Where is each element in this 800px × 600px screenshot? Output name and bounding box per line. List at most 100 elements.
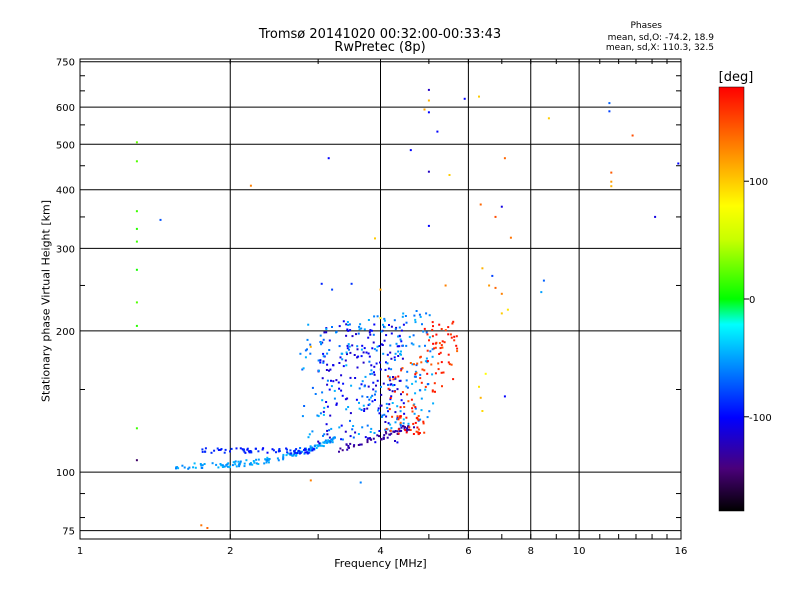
data-point: [431, 335, 434, 338]
data-point: [317, 359, 320, 362]
data-point: [266, 451, 269, 454]
data-point: [376, 345, 379, 348]
data-point: [394, 328, 397, 331]
data-point: [360, 383, 363, 386]
data-point: [309, 479, 312, 482]
data-point: [346, 347, 349, 350]
data-point: [372, 388, 375, 391]
data-point: [201, 464, 204, 467]
data-point: [331, 326, 333, 328]
data-point: [425, 312, 428, 315]
colorbar-tick-label: -100: [749, 413, 772, 424]
data-point: [319, 361, 322, 364]
data-point: [347, 329, 350, 332]
data-points: [135, 88, 680, 529]
data-point: [423, 369, 426, 372]
data-point: [344, 359, 347, 362]
colorbar-tick-label: 0: [749, 295, 755, 306]
data-point: [248, 451, 251, 454]
data-point: [271, 448, 274, 451]
data-point: [410, 398, 413, 401]
data-point: [370, 369, 373, 372]
data-point: [215, 463, 218, 466]
data-point: [252, 460, 255, 462]
data-point: [188, 466, 191, 469]
data-point: [372, 333, 375, 336]
data-point: [421, 323, 423, 326]
data-point: [383, 339, 386, 342]
data-point: [243, 462, 246, 465]
data-point: [328, 388, 331, 391]
data-point: [346, 321, 349, 323]
data-point: [382, 382, 385, 385]
data-point: [135, 210, 138, 213]
data-point: [400, 329, 403, 332]
data-point: [413, 426, 415, 429]
data-point: [338, 387, 341, 390]
data-point: [408, 428, 410, 431]
data-point: [423, 431, 426, 434]
data-point: [299, 447, 302, 449]
data-point: [420, 409, 423, 412]
data-point: [306, 452, 309, 455]
data-point: [278, 450, 281, 452]
data-point: [367, 437, 370, 440]
data-point: [416, 426, 419, 429]
data-point: [187, 467, 190, 470]
data-point: [407, 422, 410, 425]
data-point: [373, 315, 376, 318]
data-point: [217, 449, 220, 451]
data-point: [356, 348, 359, 351]
data-point: [328, 349, 331, 351]
data-point: [330, 385, 333, 388]
data-point: [242, 449, 245, 452]
data-point: [325, 423, 328, 426]
data-point: [608, 102, 611, 105]
data-point: [362, 361, 365, 364]
data-point: [405, 379, 408, 382]
data-point: [448, 363, 451, 366]
data-point: [322, 361, 325, 364]
data-point: [397, 428, 400, 431]
data-point: [249, 450, 252, 452]
data-point: [414, 321, 417, 324]
data-point: [608, 110, 611, 113]
data-point: [363, 410, 366, 412]
data-point: [380, 393, 383, 396]
data-point: [353, 444, 356, 447]
data-point: [342, 320, 345, 323]
data-point: [322, 413, 325, 416]
data-point: [386, 353, 389, 356]
data-point: [294, 451, 297, 454]
data-point: [447, 361, 450, 364]
data-point: [230, 447, 233, 450]
data-point: [360, 355, 363, 358]
data-point: [346, 344, 349, 347]
data-point: [384, 428, 387, 431]
data-point: [374, 390, 377, 393]
data-point: [395, 342, 398, 345]
data-point: [376, 315, 379, 318]
data-point: [367, 336, 370, 339]
data-point: [400, 353, 402, 356]
data-point: [392, 384, 394, 387]
axis-ticks: 1 2 4 6 8 10 16 75 100 200 300 400 500 600 750: [56, 58, 687, 557]
data-point: [330, 427, 333, 430]
data-point: [361, 380, 364, 383]
data-point: [306, 338, 309, 341]
data-point: [396, 345, 399, 348]
data-point: [406, 386, 409, 389]
data-point: [348, 348, 350, 351]
data-point: [388, 388, 391, 391]
data-point: [426, 333, 429, 336]
data-point: [408, 335, 411, 338]
data-point: [396, 432, 399, 435]
data-point: [411, 407, 414, 410]
data-point: [225, 464, 228, 467]
data-point: [433, 382, 436, 385]
data-point: [415, 417, 418, 420]
data-point: [286, 448, 288, 451]
data-point: [382, 436, 385, 439]
data-point: [369, 333, 372, 336]
data-point: [397, 418, 400, 421]
